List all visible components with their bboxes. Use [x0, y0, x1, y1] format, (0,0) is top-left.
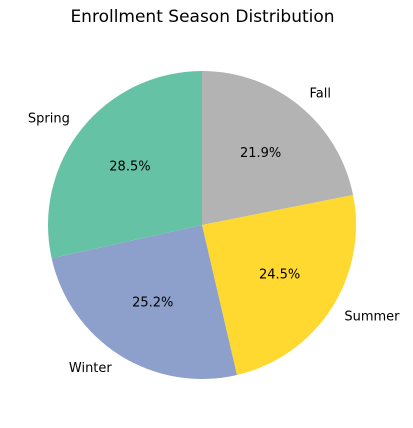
pie-value-label-winter: 25.2%	[132, 296, 173, 311]
pie-category-label-winter: Winter	[69, 361, 113, 376]
pie-slice-winter	[51, 225, 237, 380]
pie-slice-fall	[202, 71, 354, 225]
pie-labels: 21.9% Fall 24.5% Summer 25.2% Winter 28.5% Spri…	[28, 87, 400, 376]
pie-slice-summer	[202, 194, 357, 375]
pie-value-label-summer: 24.5%	[259, 268, 300, 283]
pie-category-label-fall: Fall	[309, 87, 330, 102]
pie-value-label-fall: 21.9%	[240, 146, 281, 161]
pie-category-label-summer: Summer	[344, 309, 400, 324]
chart-title: Enrollment Season Distribution	[70, 7, 335, 27]
pie-slice-spring	[47, 71, 203, 259]
pie-slices	[47, 71, 357, 380]
pie-value-label-spring: 28.5%	[109, 160, 150, 175]
pie-category-label-spring: Spring	[28, 111, 70, 126]
